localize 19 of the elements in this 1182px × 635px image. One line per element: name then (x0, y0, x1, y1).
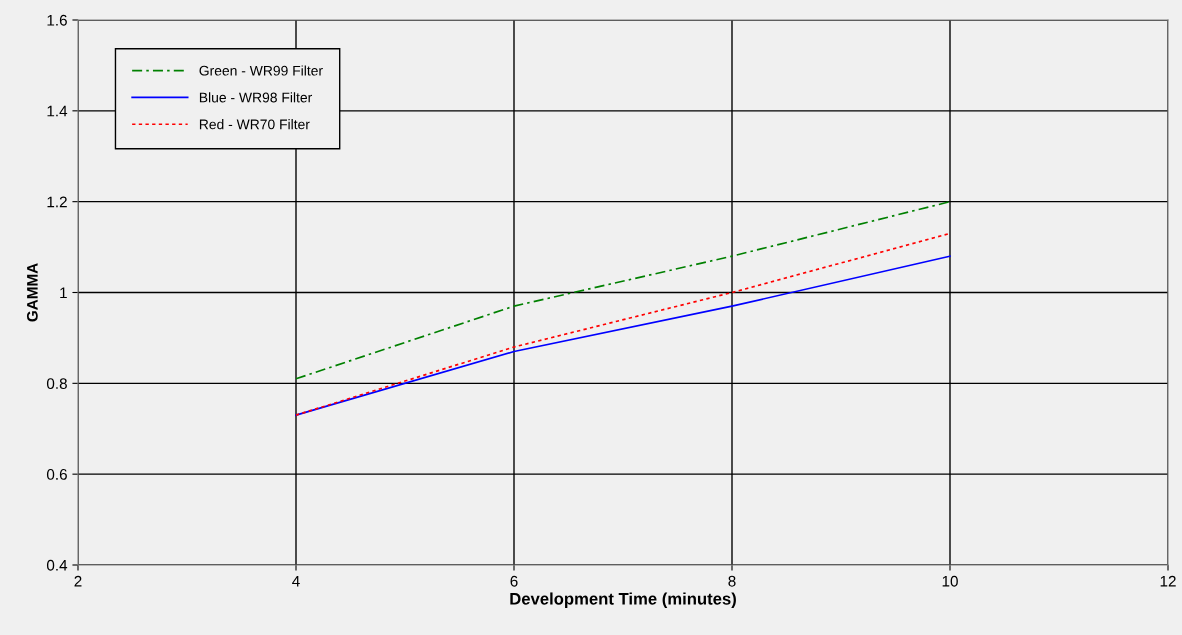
y-tick-label: 1.6 (47, 14, 67, 26)
y-tick-label: 0.4 (46, 559, 68, 571)
x-tick-label: 12 (1160, 575, 1176, 587)
x-tick-label: 6 (510, 575, 518, 587)
y-tick-label: 0.8 (46, 378, 67, 390)
x-tick-label: 10 (942, 575, 958, 587)
x-tick-label: 8 (728, 575, 736, 587)
y-tick-label: 1 (60, 287, 67, 299)
x-axis-title: Development Time (minutes) (510, 592, 736, 608)
y-tick-label: 1.4 (47, 105, 68, 117)
y-axis-title: GAMMA (26, 263, 38, 322)
y-tick-label: 1.2 (47, 196, 67, 208)
x-tick-label: 2 (74, 575, 82, 587)
y-tick-label: 0.6 (46, 469, 67, 480)
x-tick-label: 4 (292, 575, 300, 587)
line-series (295, 200, 951, 380)
legend-label: Red - WR70 Filter (199, 119, 310, 130)
legend-label: Blue - WR98 Filter (199, 92, 313, 103)
legend-label: Green - WR99 Filter (199, 65, 323, 76)
